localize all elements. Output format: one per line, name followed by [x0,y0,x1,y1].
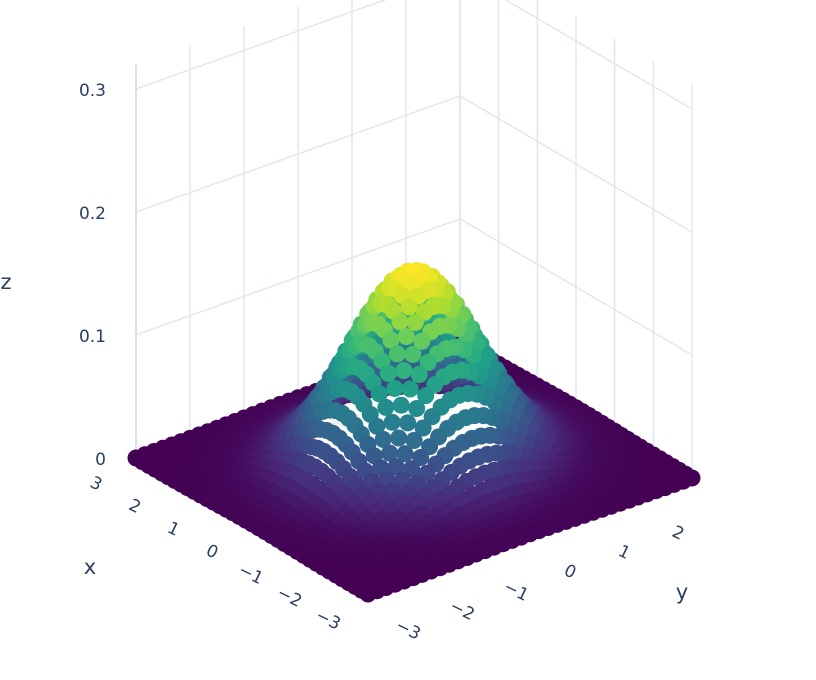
data-point [388,345,406,363]
z-tick-label: 0.2 [79,204,106,224]
data-point [386,380,404,397]
x-tick-label: −1 [235,560,266,589]
x-tick-label: 1 [164,518,182,541]
data-point [400,298,418,316]
data-point [408,400,426,417]
z-axis-title: z [0,270,11,294]
y-axis-title: y [676,580,688,604]
data-point [417,387,435,405]
data-point [379,364,397,382]
data-point [370,385,388,403]
x-tick-label: −3 [312,606,343,635]
data-point [404,345,422,363]
x-axis-title: x [84,555,96,579]
z-tick-label: 0.1 [79,327,106,347]
data-point [392,396,410,414]
x-tick-label: −2 [274,583,305,612]
data-point [419,354,437,371]
data-point [405,432,423,449]
data-point [401,380,419,398]
data-point [403,460,421,478]
y-tick-label: −2 [446,596,477,625]
y-tick-label: 2 [669,522,687,545]
data-points [127,262,701,603]
data-point [397,328,415,345]
z-tick-label: 0 [95,450,106,470]
data-point [406,313,424,331]
data-point [399,414,417,432]
x-tick-label: 0 [203,541,221,564]
y-tick-label: −1 [500,577,531,606]
data-point [413,332,431,350]
data-point [391,313,409,331]
data-point [383,413,401,431]
data-point [359,585,377,603]
y-tick-label: 0 [561,561,579,584]
data-point [377,398,395,416]
data-point [414,419,432,437]
z-tick-label: 0.3 [79,81,106,101]
data-point [396,445,414,463]
x-tick-label: 2 [125,495,143,518]
data-point [387,458,405,476]
data-point [373,352,391,370]
x-tick-label: 3 [87,473,105,496]
data-point [381,444,399,462]
data-point [382,331,400,349]
data-point [374,430,392,448]
axis-titles: x y z [0,270,688,604]
data-point [423,408,441,426]
data-point [368,417,386,435]
y-tick-label: 1 [615,541,633,564]
y-tick-label: −3 [392,616,423,645]
data-point [395,362,413,379]
data-point [410,366,428,383]
data-point [390,429,408,447]
